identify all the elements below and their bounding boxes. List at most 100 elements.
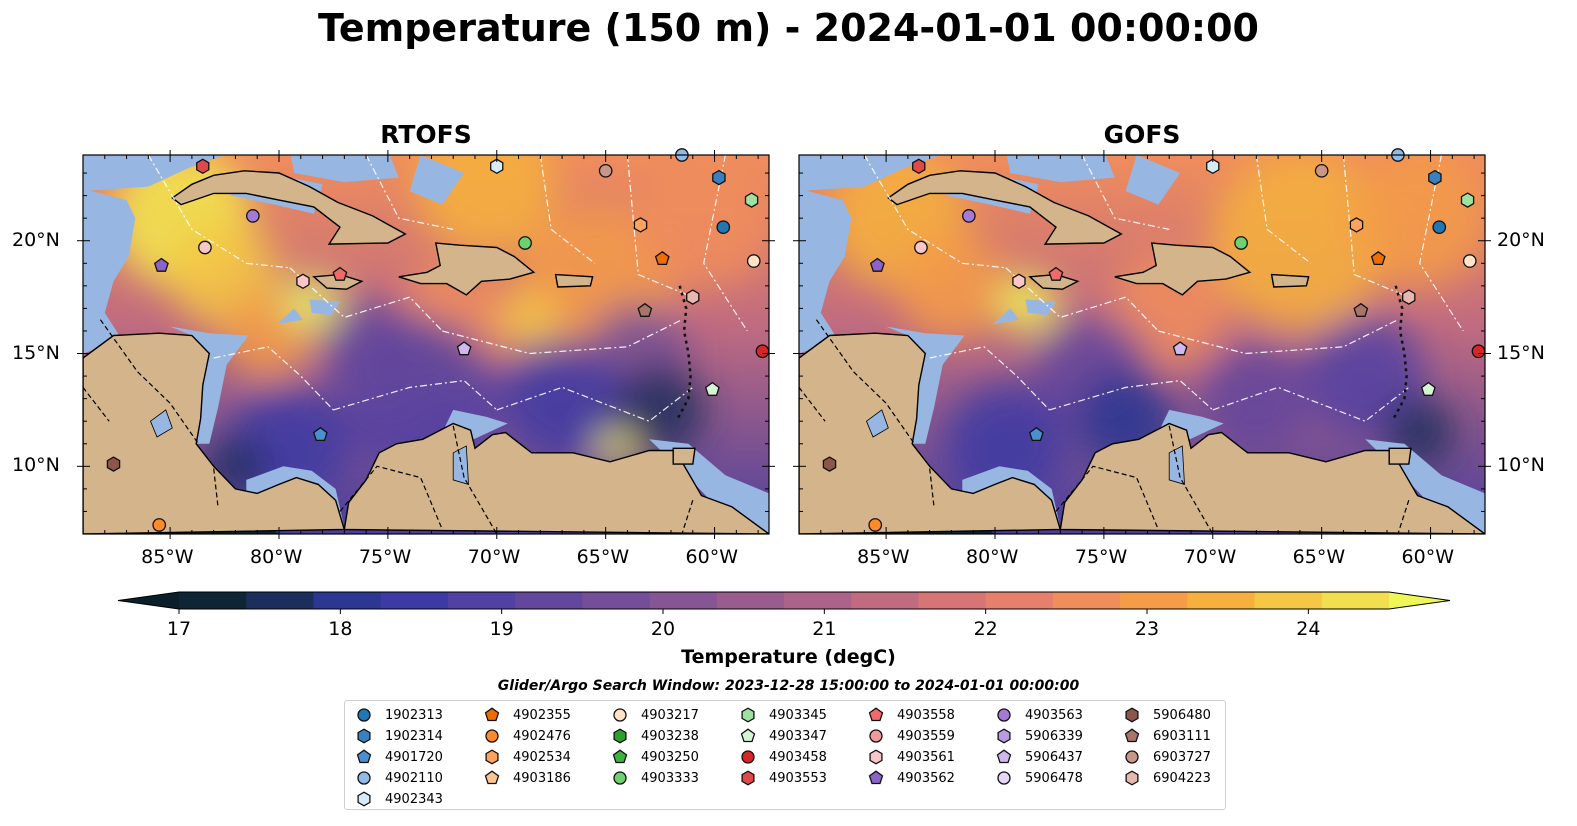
argo-float-marker xyxy=(1206,158,1220,175)
legend-marker-icon xyxy=(612,749,628,764)
land-south xyxy=(1059,422,1485,534)
eez-boundary xyxy=(1419,155,1464,332)
colorbar-segment xyxy=(179,592,247,609)
land-puertorico xyxy=(1270,273,1310,288)
legend-item: 5906339 xyxy=(995,726,1083,746)
search-window-text: Glider/Argo Search Window: 2023-12-28 15… xyxy=(497,678,1080,694)
legend-item: 4903458 xyxy=(739,747,827,767)
colorbar-segment xyxy=(246,592,314,609)
eez-boundary xyxy=(1212,386,1410,422)
eez-boundary xyxy=(929,346,1050,411)
lon-tick-label: 60°W xyxy=(1401,546,1455,568)
colorbar-tick-label: 20 xyxy=(650,618,676,640)
legend-item: 4902476 xyxy=(483,726,571,746)
legend-label: 4903553 xyxy=(769,770,827,786)
figure-title: Temperature (150 m) - 2024-01-01 00:00:0… xyxy=(317,6,1259,50)
colorbar-segment xyxy=(851,592,919,609)
panel-title-rtofs: RTOFS xyxy=(380,120,472,149)
legend-item: 1902314 xyxy=(355,726,443,746)
argo-float-marker xyxy=(755,344,770,359)
legend-item: 6903727 xyxy=(1123,747,1211,767)
country-border xyxy=(339,465,443,530)
legend-label: 4902534 xyxy=(513,749,571,765)
land-cuba xyxy=(171,170,407,245)
legend-item: 4903563 xyxy=(995,705,1083,725)
country-border xyxy=(1397,500,1410,534)
legend-label: 1902313 xyxy=(385,707,443,723)
country-border xyxy=(1168,425,1214,534)
eez-boundary xyxy=(442,319,683,355)
legend-item: 4903561 xyxy=(867,747,955,767)
legend-marker-icon xyxy=(997,728,1011,744)
eez-boundary xyxy=(703,155,748,332)
lon-tick-label: 75°W xyxy=(358,546,412,568)
eez-boundary xyxy=(539,155,596,264)
legend-item: 4902355 xyxy=(483,705,571,725)
lat-tick-label-right: 15°N xyxy=(1497,341,1545,364)
land-south xyxy=(343,422,769,534)
lon-tick-label: 75°W xyxy=(1074,546,1128,568)
shallow-shelf-yucatan xyxy=(83,188,136,354)
legend-label: 4903561 xyxy=(897,749,955,765)
colorbar-segment xyxy=(1187,592,1256,609)
argo-float-marker xyxy=(868,518,883,532)
country-border xyxy=(799,387,826,422)
lon-tick-label: 80°W xyxy=(250,546,303,568)
argo-float-marker xyxy=(962,209,976,223)
legend-item: 4903559 xyxy=(867,726,955,746)
legend-label: 4903186 xyxy=(513,770,571,786)
shallow-shelf-yucatan xyxy=(799,188,852,354)
argo-float-marker xyxy=(1402,289,1416,305)
legend-marker-icon xyxy=(1124,728,1140,743)
land-hispaniola xyxy=(1114,242,1252,296)
colorbar-segment xyxy=(649,592,718,609)
colorbar-tick-label: 22 xyxy=(973,618,998,640)
legend-marker-icon xyxy=(1125,750,1139,764)
colorbar-over-arrow xyxy=(1389,592,1450,609)
lake xyxy=(150,409,173,438)
land-trinidad xyxy=(1388,447,1412,465)
legend-label: 4902110 xyxy=(385,770,443,786)
colorbar-tick-label: 19 xyxy=(489,618,514,640)
legend-marker-icon xyxy=(613,708,627,722)
legend-marker-icon xyxy=(613,728,627,744)
argo-float-marker xyxy=(490,158,504,175)
argo-float-marker xyxy=(1432,220,1447,235)
argo-float-marker xyxy=(1420,381,1436,396)
legend-item: 4903186 xyxy=(483,768,571,788)
argo-float-marker xyxy=(153,257,169,272)
legend-marker-icon xyxy=(357,791,371,807)
legend-item: 4903347 xyxy=(739,726,827,746)
argo-float-marker xyxy=(1234,236,1248,250)
argo-float-marker xyxy=(633,217,648,233)
legend-marker-icon xyxy=(1125,770,1139,786)
country-border xyxy=(1055,465,1159,530)
argo-float-marker xyxy=(912,158,926,175)
argo-float-marker xyxy=(152,518,167,532)
legend-label: 4903563 xyxy=(1025,707,1083,723)
legend-item: 4903558 xyxy=(867,705,955,725)
legend-item: 4903250 xyxy=(611,747,699,767)
legend-marker-icon xyxy=(1125,707,1139,723)
legend-item: 4903553 xyxy=(739,768,827,788)
legend-marker-icon xyxy=(484,770,500,785)
lesser-antilles xyxy=(676,285,692,420)
colorbar-label: Temperature (degC) xyxy=(681,646,896,668)
argo-float-marker xyxy=(1048,266,1064,281)
lat-tick-label-left: 15°N xyxy=(12,341,60,364)
shallow-shelf-bahamas xyxy=(1006,155,1115,183)
gofs-map xyxy=(793,148,1491,539)
argo-float-marker xyxy=(456,341,472,356)
legend-item: 6904223 xyxy=(1123,768,1211,788)
colorbar-tick-label: 21 xyxy=(812,618,837,640)
argo-float-marker xyxy=(1172,341,1188,356)
argo-float-marker xyxy=(716,220,731,235)
argo-float-marker xyxy=(1428,169,1442,186)
legend-marker-icon xyxy=(357,708,371,722)
legend-label: 4902476 xyxy=(513,728,571,744)
legend-marker-icon xyxy=(740,728,756,743)
shallow-shelf-pedro xyxy=(1025,299,1056,316)
lon-tick-label: 80°W xyxy=(966,546,1019,568)
land-central xyxy=(799,332,1062,534)
